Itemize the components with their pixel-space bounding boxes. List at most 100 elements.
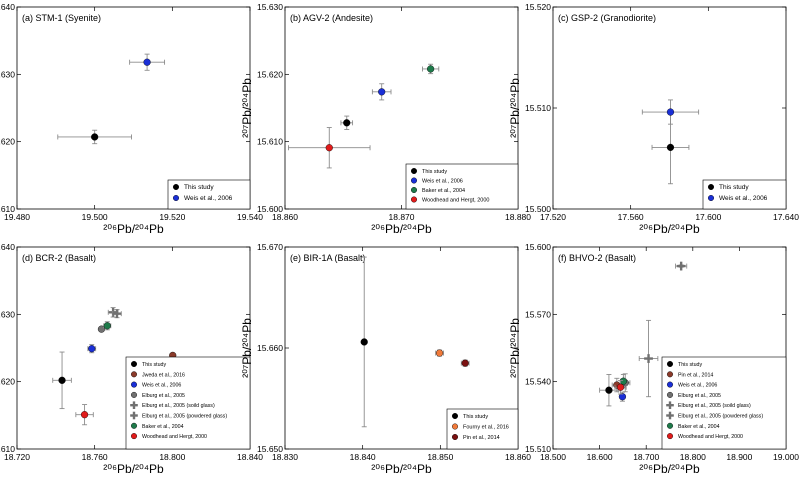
x-axis-label: ²⁰⁶Pb/²⁰⁴Pb	[639, 462, 700, 476]
chart-panel-d: 18.720 18.760 18.800 18.840 15.610 15.620 15.6…	[0, 242, 263, 476]
data-point	[172, 194, 179, 201]
y-tick-label: 15.630	[0, 309, 15, 319]
data-point	[666, 108, 675, 116]
y-tick-label: 15.500	[525, 204, 551, 214]
y-tick-label: 15.510	[525, 444, 551, 454]
x-tick-label: 18.900	[726, 452, 752, 462]
data-point	[618, 393, 627, 401]
chart-panel-b: 18.860 18.870 18.880 15.600 15.610 15.620 15.6…	[240, 2, 531, 236]
legend-label: Fourny et al., 2016	[463, 425, 509, 431]
legend-box	[405, 163, 519, 210]
y-tick-label: 15.510	[525, 103, 551, 113]
plot-frame	[16, 6, 251, 210]
y-tick-label: 15.610	[0, 204, 15, 214]
data-point	[97, 325, 106, 333]
x-axis-label: ²⁰⁶Pb/²⁰⁴Pb	[371, 462, 432, 476]
data-point	[667, 422, 674, 429]
legend-box	[167, 179, 251, 210]
x-tick-label: 18.840	[237, 452, 263, 462]
x-tick-label: 18.880	[505, 212, 531, 222]
legend: This study Jweda et al., 2016 Weis et al.,…	[125, 356, 251, 450]
legend-label: This study	[719, 184, 749, 191]
y-axis-label: ²⁰⁷Pb/²⁰⁴Pb	[508, 318, 522, 378]
x-tick-label: 18.720	[4, 452, 30, 462]
data-point	[411, 167, 418, 174]
x-tick-label: 19.540	[237, 212, 263, 222]
data-point	[130, 381, 137, 388]
y-tick-label: 15.640	[0, 242, 15, 252]
y-tick-label: 15.570	[525, 309, 551, 319]
y-tick-label: 15.630	[0, 69, 15, 79]
data-point	[88, 345, 96, 353]
data-point	[378, 88, 386, 96]
legend-box	[661, 356, 787, 450]
y-tick-label: 15.600	[257, 204, 283, 214]
x-tick-label: 18.870	[389, 212, 415, 222]
legend-label: Elburg et al., 2005	[142, 393, 185, 399]
x-axis-label: ²⁰⁶Pb/²⁰⁴Pb	[639, 222, 700, 236]
legend: This study Weis et al., 2006	[702, 179, 787, 210]
data-point	[427, 65, 435, 73]
data-point	[667, 371, 674, 378]
y-tick-label: 15.520	[525, 2, 551, 12]
legend-label: Baker et al., 2004	[422, 188, 465, 194]
x-tick-label: 18.860	[272, 212, 298, 222]
data-point	[452, 413, 459, 420]
x-tick-label: 18.840	[350, 452, 376, 462]
y-tick-label: 15.630	[257, 2, 283, 12]
chart-panel-f: 18.500 18.600 18.700 18.800 18.900 19.000 15.5…	[508, 242, 799, 476]
x-tick-label: 19.520	[159, 212, 185, 222]
data-point	[360, 338, 368, 346]
y-tick-label: 15.610	[0, 444, 15, 454]
data-point	[411, 177, 418, 184]
plot-frame	[552, 6, 787, 210]
x-tick-label: 17.600	[695, 212, 721, 222]
data-point	[103, 322, 111, 330]
data-point	[130, 361, 137, 368]
data-point	[411, 186, 418, 193]
y-tick-label: 15.540	[525, 377, 551, 387]
legend-label: This study	[142, 362, 166, 368]
legend-label: Elburg et al., 2005 (soild glass)	[678, 403, 751, 409]
legend: This study Weis et al., 2006	[167, 179, 251, 210]
data-point	[58, 376, 66, 384]
data-point	[325, 144, 333, 152]
chart-panel-e: 18.830 18.840 18.850 18.860 15.650 15.660 15.6…	[240, 242, 531, 476]
data-point	[452, 423, 459, 430]
panel-title: (f) BHVO-2 (Basalt)	[558, 253, 636, 263]
x-tick-label: 18.830	[272, 452, 298, 462]
y-tick-label: 15.640	[0, 2, 15, 12]
legend-label: This study	[184, 184, 214, 191]
legend-label: Elburg et al., 2005	[678, 393, 721, 399]
legend-label: Woodhead and Hergt, 2000	[678, 434, 743, 440]
data-point	[619, 377, 627, 385]
data-point	[130, 391, 137, 398]
y-tick-label: 15.620	[257, 69, 283, 79]
legend-box	[702, 179, 787, 210]
x-axis-label: ²⁰⁶Pb/²⁰⁴Pb	[371, 222, 432, 236]
data-point	[130, 433, 137, 440]
data-point	[616, 383, 625, 391]
data-point	[80, 411, 89, 419]
data-point	[667, 361, 674, 368]
data-point	[452, 434, 459, 441]
data-point	[667, 433, 674, 440]
data-point	[666, 143, 675, 151]
legend: This study Weis et al., 2006 Baker et al.,…	[405, 163, 519, 210]
y-tick-label: 15.610	[257, 137, 283, 147]
x-tick-label: 17.520	[540, 212, 566, 222]
y-tick-label: 15.660	[257, 343, 283, 353]
legend-label: Baker et al., 2004	[678, 424, 720, 430]
legend-label: Pin et al., 2014	[678, 372, 713, 378]
legend-label: This study	[463, 414, 488, 420]
panel-title: (b) AGV-2 (Andesite)	[290, 13, 373, 23]
data-point	[708, 183, 715, 190]
legend-label: Weis et al., 2006	[184, 195, 233, 202]
panel-title: (d) BCR-2 (Basalt)	[22, 253, 96, 263]
legend: This study Pin et al., 2014 Weis et al., 2…	[661, 356, 787, 450]
x-tick-label: 19.480	[4, 212, 30, 222]
data-point	[667, 391, 674, 398]
legend-label: This study	[678, 362, 702, 368]
y-axis-label: ²⁰⁷Pb/²⁰⁴Pb	[240, 318, 254, 378]
